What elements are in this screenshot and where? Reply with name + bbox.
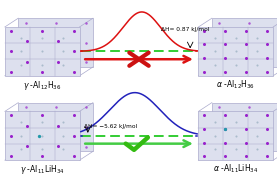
- Text: $\gamma$ -Al$_{11}$LiH$_{34}$: $\gamma$ -Al$_{11}$LiH$_{34}$: [20, 163, 64, 176]
- Text: $\alpha$ -Al$_{11}$LiH$_{34}$: $\alpha$ -Al$_{11}$LiH$_{34}$: [213, 163, 259, 175]
- Polygon shape: [18, 103, 93, 151]
- Polygon shape: [212, 18, 278, 67]
- Polygon shape: [212, 103, 278, 151]
- Polygon shape: [18, 18, 93, 67]
- Text: $\gamma$ -Al$_{12}$H$_{36}$: $\gamma$ -Al$_{12}$H$_{36}$: [23, 79, 61, 91]
- Text: ΔH= 0.87 kJ/mol: ΔH= 0.87 kJ/mol: [161, 27, 210, 32]
- Text: ΔH= −5.62 kJ/mol: ΔH= −5.62 kJ/mol: [84, 124, 137, 129]
- Polygon shape: [198, 111, 273, 160]
- Text: $\alpha$ -Al$_{12}$H$_{36}$: $\alpha$ -Al$_{12}$H$_{36}$: [216, 79, 255, 91]
- Polygon shape: [5, 27, 80, 76]
- Polygon shape: [5, 111, 80, 160]
- Polygon shape: [198, 27, 273, 76]
